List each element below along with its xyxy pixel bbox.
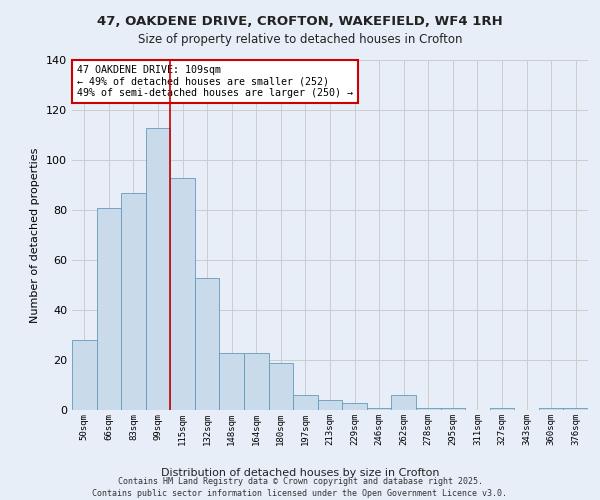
Bar xyxy=(416,408,440,410)
Bar xyxy=(342,402,367,410)
Bar xyxy=(121,192,146,410)
Bar xyxy=(72,340,97,410)
Text: Contains HM Land Registry data © Crown copyright and database right 2025.
Contai: Contains HM Land Registry data © Crown c… xyxy=(92,476,508,498)
Bar xyxy=(244,352,269,410)
Y-axis label: Number of detached properties: Number of detached properties xyxy=(31,148,40,322)
Bar xyxy=(367,408,391,410)
Text: Distribution of detached houses by size in Crofton: Distribution of detached houses by size … xyxy=(161,468,439,477)
Bar xyxy=(146,128,170,410)
Bar xyxy=(293,395,318,410)
Bar xyxy=(539,408,563,410)
Text: 47 OAKDENE DRIVE: 109sqm
← 49% of detached houses are smaller (252)
49% of semi-: 47 OAKDENE DRIVE: 109sqm ← 49% of detach… xyxy=(77,66,353,98)
Text: Size of property relative to detached houses in Crofton: Size of property relative to detached ho… xyxy=(138,32,462,46)
Bar xyxy=(318,400,342,410)
Bar xyxy=(220,352,244,410)
Bar xyxy=(563,408,588,410)
Bar xyxy=(440,408,465,410)
Bar xyxy=(391,395,416,410)
Bar xyxy=(97,208,121,410)
Text: 47, OAKDENE DRIVE, CROFTON, WAKEFIELD, WF4 1RH: 47, OAKDENE DRIVE, CROFTON, WAKEFIELD, W… xyxy=(97,15,503,28)
Bar xyxy=(170,178,195,410)
Bar xyxy=(269,362,293,410)
Bar xyxy=(490,408,514,410)
Bar xyxy=(195,278,220,410)
